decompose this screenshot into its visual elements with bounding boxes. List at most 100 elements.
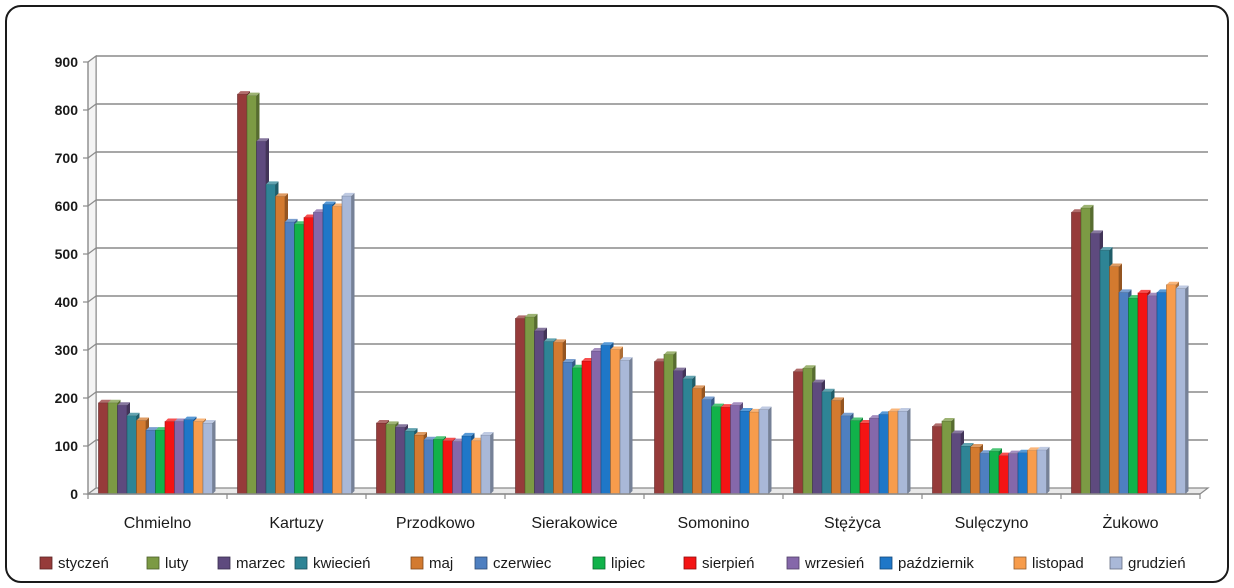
bar-front bbox=[395, 426, 406, 495]
bar-side bbox=[907, 407, 911, 494]
bar-front bbox=[932, 426, 943, 495]
y-tick-label: 800 bbox=[55, 102, 79, 118]
bar bbox=[341, 192, 355, 495]
bar-side bbox=[351, 192, 355, 495]
bar-front bbox=[859, 422, 870, 495]
legend-swatch bbox=[146, 556, 160, 570]
bar-top bbox=[553, 339, 566, 343]
bar-top bbox=[1138, 289, 1151, 293]
bar-top bbox=[462, 432, 475, 436]
bar-front bbox=[376, 422, 387, 495]
bar-front bbox=[701, 399, 712, 495]
x-tick-label: Sierakowice bbox=[531, 515, 617, 532]
legend-label: luty bbox=[165, 555, 189, 572]
bar-top bbox=[1100, 247, 1113, 251]
bar-top bbox=[831, 397, 844, 401]
bar-front bbox=[970, 446, 981, 495]
legend-swatch bbox=[294, 556, 308, 570]
x-tick-label: Somonino bbox=[677, 515, 749, 532]
bar-front bbox=[155, 429, 166, 495]
bar-front bbox=[183, 419, 194, 495]
bar-front bbox=[332, 206, 343, 495]
gridline-diagonal bbox=[87, 199, 97, 207]
bar-top bbox=[841, 412, 854, 416]
bar-front bbox=[711, 406, 722, 495]
bar-front bbox=[610, 349, 621, 495]
legend: styczeń luty marzec kwiecień maj czerwiec lipi… bbox=[39, 555, 1186, 572]
legend-label: wrzesień bbox=[804, 555, 864, 572]
bar bbox=[480, 431, 494, 495]
bar bbox=[1036, 446, 1050, 495]
legend-item: sierpień bbox=[683, 555, 755, 572]
bar-front bbox=[730, 404, 741, 495]
bar-front bbox=[202, 422, 213, 495]
bar-side bbox=[629, 357, 633, 494]
bar-front bbox=[193, 421, 204, 495]
bar-top bbox=[165, 418, 178, 422]
bar-front bbox=[174, 421, 185, 495]
bar-front bbox=[553, 342, 564, 495]
bar-front bbox=[471, 440, 482, 495]
bar-top bbox=[1109, 263, 1122, 267]
bar-front bbox=[998, 455, 1009, 495]
bar-front bbox=[534, 330, 545, 495]
bar-front bbox=[888, 411, 899, 495]
bar-top bbox=[970, 443, 983, 447]
bar-front bbox=[1008, 453, 1019, 495]
bar-front bbox=[136, 420, 147, 495]
y-tick-label: 0 bbox=[70, 486, 78, 502]
bar-top bbox=[989, 448, 1002, 452]
bar-top bbox=[673, 367, 686, 371]
bar-front bbox=[951, 433, 962, 495]
x-tick-label: Przodkowo bbox=[396, 515, 475, 532]
legend-item: styczeń bbox=[39, 555, 109, 572]
legend-swatch bbox=[683, 556, 697, 570]
bar-top bbox=[898, 407, 911, 411]
bar-front bbox=[1118, 292, 1129, 495]
bar-front bbox=[1166, 284, 1177, 495]
bar-top bbox=[146, 427, 159, 431]
bar-front bbox=[385, 424, 396, 495]
bar-front bbox=[294, 223, 305, 495]
bar-front bbox=[821, 391, 832, 495]
bar-front bbox=[284, 221, 295, 495]
x-tick-label: Sulęczyno bbox=[955, 515, 1029, 532]
bar-front bbox=[117, 404, 128, 495]
bar-side bbox=[1046, 446, 1050, 494]
bar-front bbox=[739, 410, 750, 495]
bar-top bbox=[247, 92, 260, 96]
legend-label: lipiec bbox=[611, 555, 646, 572]
bar-front bbox=[831, 400, 842, 495]
legend-label: maj bbox=[429, 555, 453, 572]
bar-top bbox=[1090, 230, 1103, 234]
bar-front bbox=[1027, 450, 1038, 495]
bar-front bbox=[265, 184, 276, 495]
bar-front bbox=[442, 440, 453, 495]
legend-item: kwiecień bbox=[294, 555, 371, 572]
legend-swatch bbox=[217, 556, 231, 570]
bar bbox=[619, 357, 633, 495]
bar-front bbox=[414, 434, 425, 495]
bar-top bbox=[386, 421, 399, 425]
bar-front bbox=[1090, 233, 1101, 495]
legend-item: lipiec bbox=[592, 555, 646, 572]
legend-swatch bbox=[1013, 556, 1027, 570]
bar-top bbox=[803, 365, 816, 369]
bar-top bbox=[822, 388, 835, 392]
bar-side bbox=[768, 406, 772, 494]
y-tick-label: 600 bbox=[55, 198, 79, 214]
bar-front bbox=[1071, 211, 1082, 495]
bar-front bbox=[758, 409, 769, 495]
bar-top bbox=[850, 417, 863, 421]
bar-top bbox=[740, 407, 753, 411]
gridline-diagonal bbox=[87, 55, 97, 63]
gridline-diagonal bbox=[87, 439, 97, 447]
bar-front bbox=[1137, 292, 1148, 495]
bar-top bbox=[266, 181, 279, 185]
bar-front bbox=[275, 196, 286, 495]
bar-front bbox=[145, 429, 156, 495]
bar-top bbox=[443, 437, 456, 441]
legend-item: październik bbox=[879, 555, 974, 572]
bar-top bbox=[395, 424, 408, 428]
